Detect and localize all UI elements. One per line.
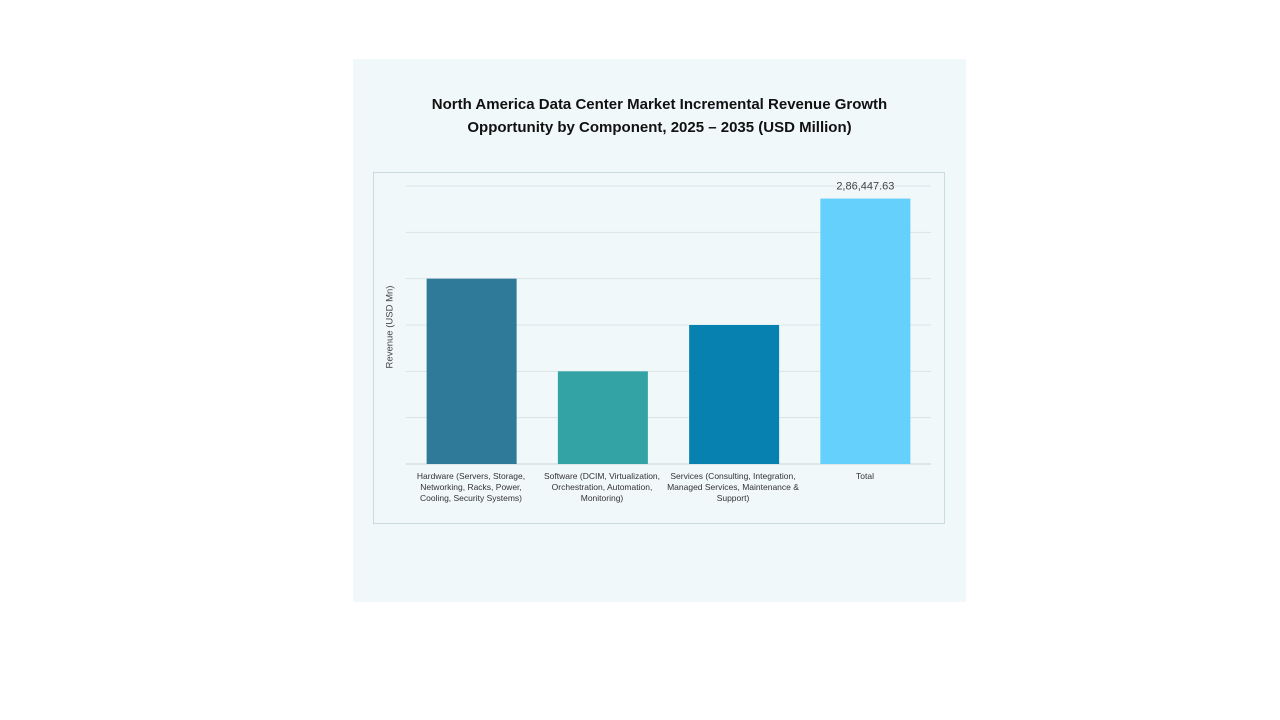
category-label-hardware: Hardware (Servers, Storage, Networking, …	[416, 471, 526, 503]
bar-total	[820, 198, 911, 464]
plot-area: Revenue (USD Mn) 2,86,447.63 Hardware (S…	[373, 172, 945, 524]
category-label-software: Software (DCIM, Virtualization, Orchestr…	[543, 471, 661, 503]
data-label-total: 2,86,447.63	[836, 181, 894, 193]
category-label-total: Total	[856, 471, 874, 481]
bar-hardware	[426, 278, 517, 464]
chart-title-line-1: North America Data Center Market Increme…	[431, 96, 888, 113]
chart-title-line-2: Opportunity by Component, 2025 – 2035 (U…	[467, 119, 852, 136]
bar-software	[557, 371, 648, 464]
chart-card: North America Data Center Market Increme…	[353, 59, 966, 602]
category-label-services: Services (Consulting, Integration, Manag…	[667, 471, 799, 503]
bar-services	[689, 325, 780, 464]
bar-chart-svg: 2,86,447.63	[406, 181, 931, 465]
chart-title: North America Data Center Market Increme…	[353, 93, 966, 139]
